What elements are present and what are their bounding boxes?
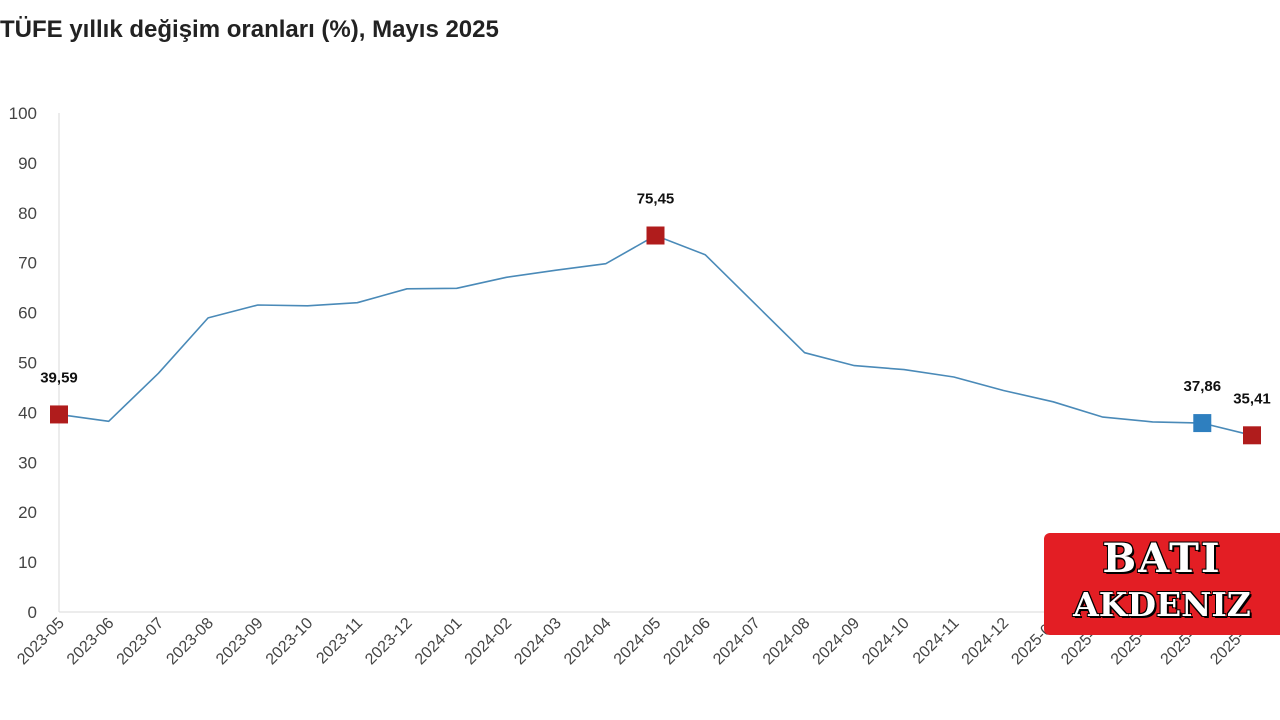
x-tick-label: 2023-07: [114, 615, 168, 669]
x-tick-label: 2024-06: [660, 615, 714, 669]
x-tick-label: 2023-10: [263, 615, 317, 669]
series-line: [58, 234, 1253, 437]
y-tick-label: 70: [18, 254, 37, 273]
y-tick-label: 0: [28, 603, 37, 622]
y-tick-label: 20: [18, 503, 37, 522]
x-tick-label: 2023-08: [163, 615, 217, 669]
x-tick-label: 2023-09: [213, 615, 267, 669]
y-tick-label: 80: [18, 204, 37, 223]
x-tick-label: 2024-05: [611, 615, 665, 669]
data-point-marker: [50, 405, 68, 424]
chart-title: TÜFE yıllık değişim oranları (%), Mayıs …: [0, 16, 499, 43]
x-tick-label: 2023-11: [313, 615, 366, 668]
data-point-marker: [1193, 414, 1212, 433]
data-point-marker: [646, 226, 665, 245]
x-tick-label: 2024-07: [710, 615, 764, 669]
x-tick-label: 2024-10: [859, 615, 913, 669]
x-tick-label: 2024-02: [462, 615, 516, 669]
x-tick-label: 2024-11: [910, 615, 963, 668]
series: [58, 234, 1253, 437]
y-tick-label: 60: [18, 304, 37, 323]
y-tick-label: 40: [18, 403, 37, 422]
logo-line-2: AKDENIZ: [1073, 585, 1251, 624]
x-tick-label: 2024-12: [959, 615, 1013, 669]
x-tick-label: 2023-05: [14, 615, 68, 669]
x-tick-label: 2024-01: [412, 615, 466, 669]
logo-line-1: BATI: [1102, 535, 1222, 582]
markers: [50, 226, 1261, 445]
y-tick-label: 10: [18, 553, 37, 572]
x-tick-label: 2024-04: [561, 615, 615, 669]
x-tick-label: 2023-12: [362, 615, 416, 669]
x-tick-label: 2024-03: [511, 615, 565, 669]
y-tick-label: 50: [18, 354, 37, 373]
x-tick-label: 2023-06: [64, 615, 118, 669]
data-point-marker: [1243, 426, 1261, 445]
data-label: 37,86: [1184, 378, 1222, 395]
y-tick-label: 100: [9, 104, 37, 123]
data-label: 39,59: [40, 369, 78, 386]
data-label: 75,45: [637, 191, 675, 208]
bati-akdeniz-logo: BATI AKDENIZ: [1044, 533, 1280, 635]
y-tick-label: 90: [18, 154, 37, 173]
data-labels: 39,59 75,45 37,86 35,41: [40, 191, 1271, 408]
y-tick-label: 30: [18, 453, 37, 472]
data-label: 35,41: [1233, 390, 1271, 407]
x-tick-label: 2024-09: [810, 615, 864, 669]
x-tick-label: 2024-08: [760, 615, 814, 669]
